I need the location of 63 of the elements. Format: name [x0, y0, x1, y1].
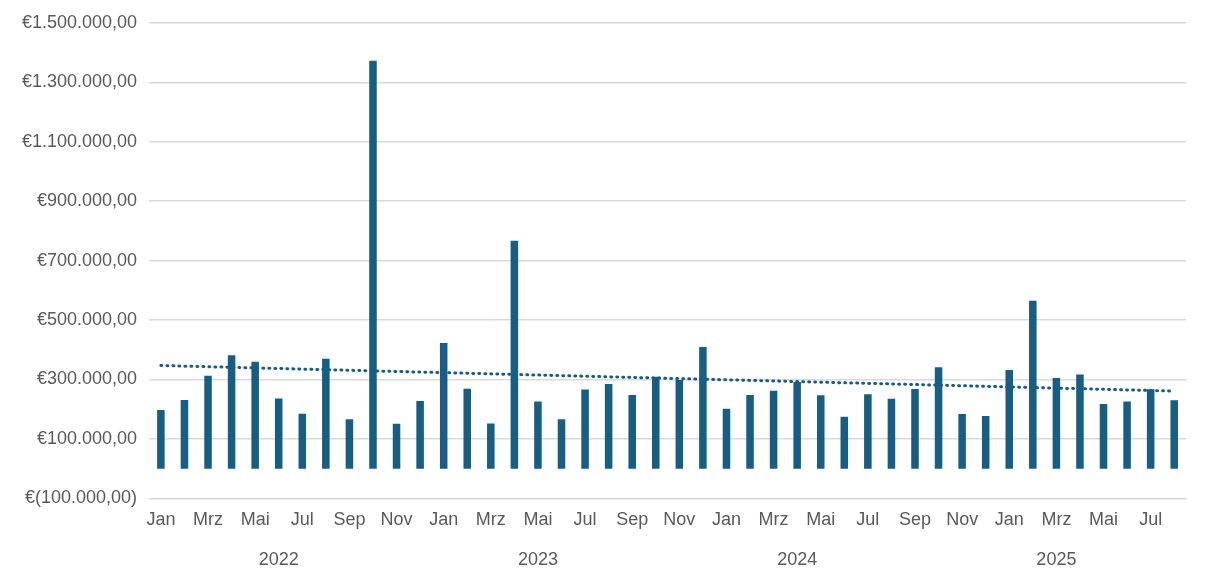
bar	[840, 416, 849, 469]
bar	[958, 413, 966, 469]
x-tick-label: Mrz	[758, 509, 789, 530]
x-tick-label: Jan	[711, 509, 741, 530]
bar	[722, 408, 731, 469]
x-tick-label: Mai	[240, 509, 270, 530]
y-tick-label: €1.300.000,00	[21, 71, 138, 92]
y-tick-label: €300.000,00	[37, 368, 138, 389]
x-tick-label: Mai	[806, 509, 836, 530]
bar	[864, 394, 872, 469]
bar	[157, 410, 165, 469]
bar	[769, 390, 778, 469]
y-tick-label: €500.000,00	[37, 309, 138, 330]
y-tick-label: €100.000,00	[37, 427, 138, 448]
x-tick-label: Jul	[573, 509, 597, 530]
text: 2025	[1036, 549, 1077, 570]
bar	[981, 416, 990, 469]
bar	[274, 398, 283, 469]
bar	[463, 388, 472, 469]
bar	[581, 389, 589, 469]
bar	[1099, 403, 1108, 469]
x-tick-label: Mrz	[475, 509, 506, 530]
bar	[1170, 400, 1178, 469]
y-tick-label: €(100.000,00)	[25, 487, 138, 508]
y-tick-label: €900.000,00	[37, 190, 138, 211]
bar	[557, 419, 566, 469]
bar	[887, 398, 896, 469]
x-tick-label: Sep	[898, 509, 932, 530]
x-tick-label: Mrz	[193, 509, 224, 530]
bar	[298, 413, 307, 469]
x-tick-label: Nov	[946, 509, 979, 530]
x-tick-label: Nov	[663, 509, 696, 530]
bar	[487, 423, 495, 469]
x-tick-label: Mrz	[1041, 509, 1072, 530]
bar	[911, 389, 919, 469]
x-tick-label: Jan	[146, 509, 176, 530]
x-tick-label: Sep	[333, 509, 366, 530]
x-tick-label: Jan	[429, 509, 459, 530]
bar	[345, 419, 354, 469]
bar	[816, 395, 825, 469]
text: 2023	[517, 549, 558, 570]
x-tick-label: Jul	[1139, 509, 1163, 530]
bar	[392, 423, 401, 469]
bar	[534, 401, 542, 469]
bar	[180, 400, 189, 469]
text: 2022	[258, 549, 299, 570]
x-tick-label: Sep	[616, 509, 649, 530]
x-tick-label: Mai	[523, 509, 553, 530]
bar	[204, 375, 212, 469]
x-tick-label: Jul	[856, 509, 880, 530]
y-tick-label: €1.100.000,00	[21, 130, 138, 151]
x-tick-label: Jul	[290, 509, 314, 530]
y-tick-label: €700.000,00	[37, 249, 138, 270]
x-tick-label: Nov	[380, 509, 413, 530]
bar	[1123, 401, 1131, 469]
x-tick-label: Mai	[1089, 509, 1119, 530]
bar	[746, 394, 754, 469]
y-tick-label: €1.500.000,00	[21, 11, 138, 32]
text: 2024	[777, 549, 818, 570]
x-tick-label: Jan	[994, 509, 1024, 530]
bar	[628, 394, 636, 469]
bar	[416, 400, 424, 469]
bar	[604, 383, 613, 469]
